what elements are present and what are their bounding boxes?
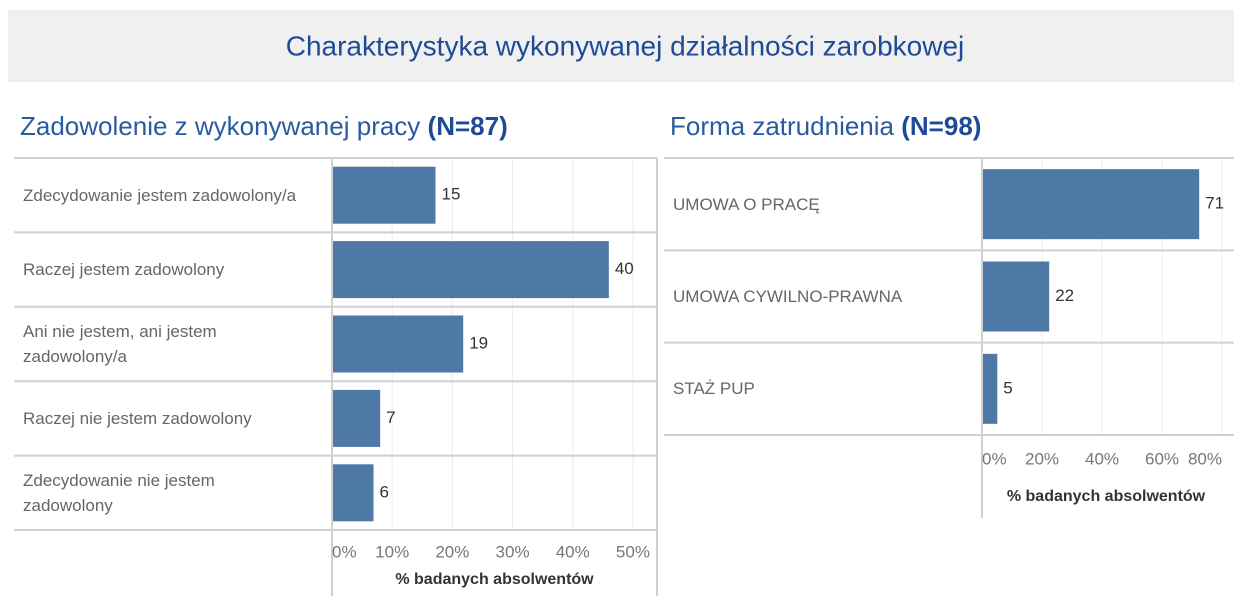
category-cell: Ani nie jestem, ani jestem zadowolony/a xyxy=(23,321,217,366)
category-label: Zdecydowanie jestem zadowolony/a xyxy=(23,185,297,205)
category-label: Raczej jestem zadowolony xyxy=(23,260,225,280)
category-cell: Zdecydowanie jestem zadowolony/a xyxy=(23,185,297,205)
bar xyxy=(332,315,464,373)
category-label: Raczej nie jestem zadowolony xyxy=(23,408,252,428)
category-cell: STAŻ PUP xyxy=(673,379,755,399)
x-tick-label: 40% xyxy=(1085,449,1119,468)
bar xyxy=(332,241,609,299)
x-axis-title: % badanych absolwentów xyxy=(395,571,594,588)
bar xyxy=(332,464,374,522)
bar xyxy=(982,353,998,424)
chart-title: Forma zatrudnienia (N=98) xyxy=(670,111,981,141)
x-tick-label: 20% xyxy=(1025,449,1059,468)
x-tick-label: 10% xyxy=(375,542,409,561)
chart-title-text: Zadowolenie z wykonywanej pracy xyxy=(20,111,420,141)
category-cell: Raczej nie jestem zadowolony xyxy=(23,408,252,428)
x-axis-title: % badanych absolwentów xyxy=(1007,488,1206,505)
bar xyxy=(332,389,381,447)
x-tick-label: 60% xyxy=(1145,449,1179,468)
header-band xyxy=(8,10,1234,82)
chart-subtitle: (N=87) xyxy=(428,111,508,141)
category-cell: Zdecydowanie nie jestem zadowolony xyxy=(23,470,215,515)
dashboard-title: Charakterystyka wykonywanej działalności… xyxy=(286,30,965,61)
category-label: UMOWA O PRACĘ xyxy=(673,194,820,214)
data-label: 22 xyxy=(1055,286,1074,305)
category-label: Zdecydowanie nie jestem zadowolony xyxy=(23,470,215,515)
chart-title: Zadowolenie z wykonywanej pracy (N=87) xyxy=(20,111,508,141)
data-label: 15 xyxy=(442,185,461,204)
data-label: 7 xyxy=(386,408,395,427)
x-tick-label: 0% xyxy=(982,449,1007,468)
chart-title-text: Forma zatrudnienia xyxy=(670,111,895,141)
bar xyxy=(332,166,436,224)
category-label: Ani nie jestem, ani jestem zadowolony/a xyxy=(23,321,217,366)
x-tick-label: 40% xyxy=(556,542,590,561)
bar xyxy=(982,169,1200,240)
category-cell: Raczej jestem zadowolony xyxy=(23,260,225,280)
data-label: 19 xyxy=(469,333,488,352)
category-label: UMOWA CYWILNO-PRAWNA xyxy=(673,286,903,306)
x-tick-label: 80% xyxy=(1188,449,1222,468)
category-cell: UMOWA CYWILNO-PRAWNA xyxy=(673,286,903,306)
data-label: 6 xyxy=(380,482,389,501)
category-label: STAŻ PUP xyxy=(673,379,755,399)
data-label: 5 xyxy=(1003,378,1012,397)
x-tick-label: 50% xyxy=(616,542,650,561)
x-tick-label: 0% xyxy=(332,542,357,561)
bar xyxy=(982,261,1050,332)
data-label: 40 xyxy=(615,259,634,278)
data-label: 71 xyxy=(1205,194,1224,213)
chart-subtitle: (N=98) xyxy=(901,111,981,141)
x-tick-label: 20% xyxy=(435,542,469,561)
x-tick-label: 30% xyxy=(496,542,530,561)
category-cell: UMOWA O PRACĘ xyxy=(673,194,820,214)
